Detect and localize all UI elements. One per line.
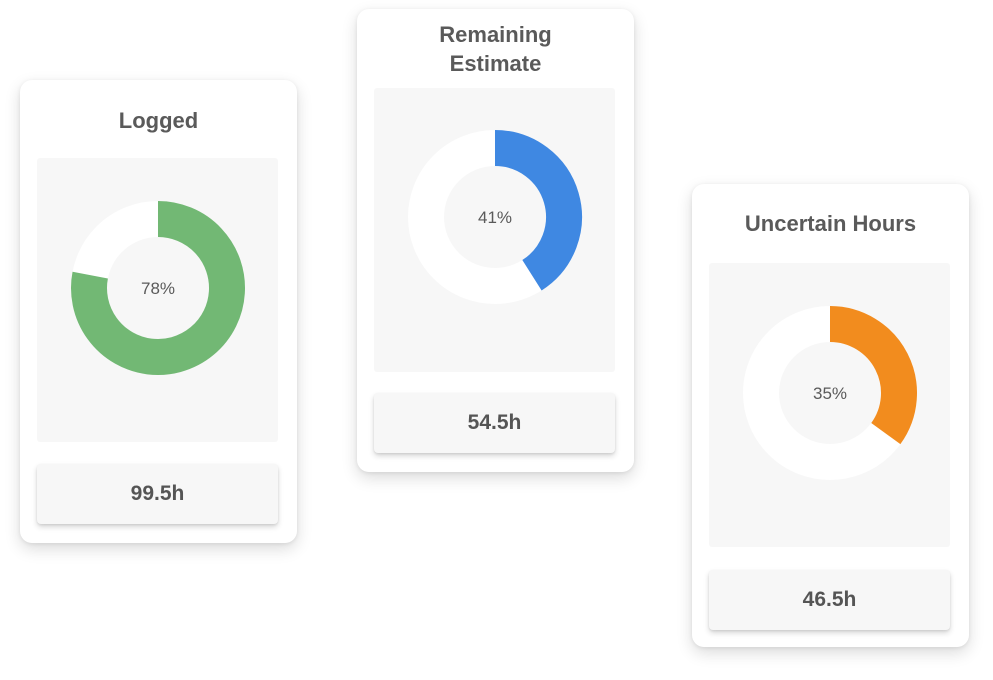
donut-chart-panel: 41% — [374, 88, 615, 372]
donut-chart-panel: 35% — [709, 263, 950, 547]
card-title: Remaining Estimate — [439, 22, 552, 76]
donut-chart: 78% — [71, 201, 245, 375]
card-uncertain-hours: Uncertain Hours 35% 46.5h — [692, 184, 969, 647]
donut-chart-panel: 78% — [37, 158, 278, 442]
donut-progress-arc — [829, 306, 917, 445]
donut-progress-arc — [71, 201, 245, 375]
percent-label: 41% — [478, 208, 512, 227]
donut-chart: 41% — [408, 130, 582, 304]
card-remaining-estimate: Remaining Estimate 41% 54.5h — [357, 9, 634, 472]
donut-chart: 35% — [743, 306, 917, 480]
hours-value: 46.5h — [709, 570, 950, 630]
card-logged: Logged 78% 99.5h — [20, 80, 297, 543]
percent-label: 35% — [813, 384, 847, 403]
card-title: Uncertain Hours — [744, 211, 917, 236]
hours-value: 54.5h — [374, 393, 615, 453]
card-title: Logged — [118, 108, 199, 133]
donut-progress-arc — [494, 130, 582, 291]
percent-label: 78% — [141, 279, 175, 298]
hours-value: 99.5h — [37, 464, 278, 524]
